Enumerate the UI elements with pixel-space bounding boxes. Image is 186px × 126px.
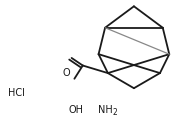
Text: 2: 2 — [113, 108, 118, 117]
Text: OH: OH — [69, 105, 84, 115]
Text: NH: NH — [98, 105, 113, 115]
Text: O: O — [62, 68, 70, 78]
Text: HCl: HCl — [8, 88, 25, 98]
